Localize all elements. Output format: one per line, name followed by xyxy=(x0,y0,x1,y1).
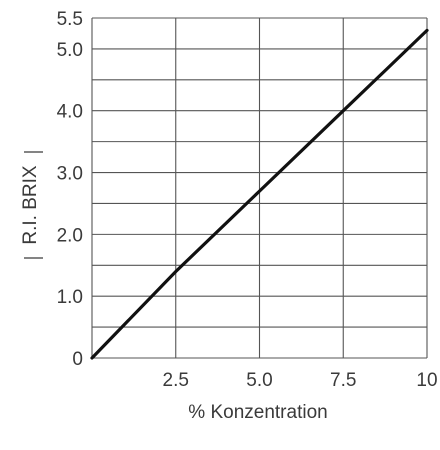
x-tick-label: 10 xyxy=(416,370,437,391)
x-tick-label: 7.5 xyxy=(330,370,356,391)
x-tick-label: 5.0 xyxy=(246,370,272,391)
x-axis-ticks: 2.5 5.0 7.5 10 xyxy=(163,370,438,391)
y-tick-label: 3.0 xyxy=(57,164,83,185)
y-axis-ticks: 0 1.0 2.0 3.0 4.0 5.0 5.5 xyxy=(57,9,83,370)
y-axis-label: R.I. BRIX xyxy=(20,165,41,245)
x-axis-label: % Konzentration xyxy=(188,402,327,423)
y-tick-label: 2.0 xyxy=(57,225,83,246)
series-line xyxy=(90,28,429,360)
grid xyxy=(91,17,428,359)
y-tick-label: 1.0 xyxy=(57,287,83,308)
x-tick-label: 2.5 xyxy=(163,370,189,391)
y-tick-label: 4.0 xyxy=(57,102,83,123)
y-tick-label: 0 xyxy=(72,349,83,370)
y-tick-label: 5.5 xyxy=(57,9,83,30)
y-tick-label: 5.0 xyxy=(57,40,83,61)
